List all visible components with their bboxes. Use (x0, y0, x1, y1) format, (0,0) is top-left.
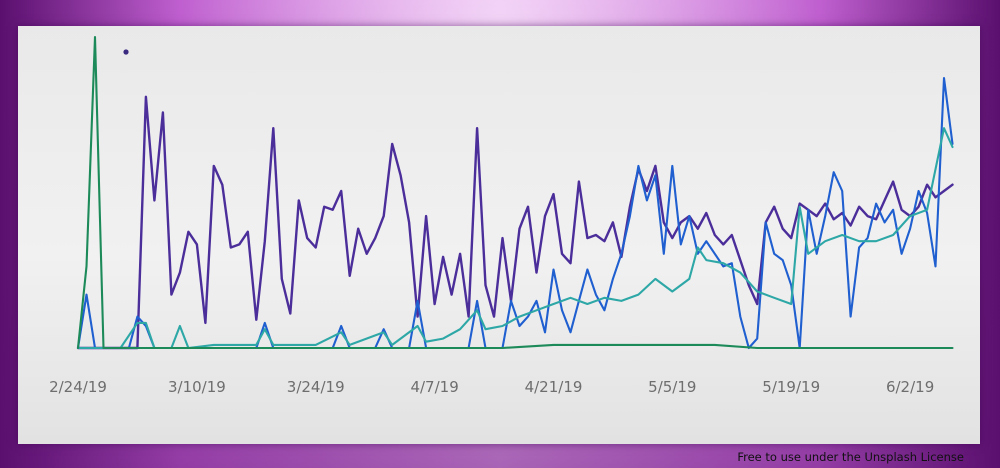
x-tick-label: 2/24/19 (49, 378, 107, 396)
x-tick-label: 5/5/19 (648, 378, 696, 396)
x-tick-label: 6/2/19 (886, 378, 934, 396)
x-tick-label: 4/7/19 (410, 378, 458, 396)
series-line-1 (76, 95, 954, 350)
series-layer (76, 36, 954, 350)
x-tick-label: 3/10/19 (168, 378, 226, 396)
x-axis-ticks: 2/24/19 3/10/19 3/24/19 4/7/19 4/21/19 5/5/19… (49, 378, 934, 396)
marker-dot (123, 49, 129, 55)
chart-photo: 2/24/19 3/10/19 3/24/19 4/7/19 4/21/19 5/5/19… (18, 26, 980, 444)
x-tick-label: 3/24/19 (287, 378, 345, 396)
series-line-3 (76, 127, 954, 350)
series-line-2 (76, 76, 954, 350)
line-chart: 2/24/19 3/10/19 3/24/19 4/7/19 4/21/19 5/5/19… (49, 36, 954, 396)
x-tick-label: 5/19/19 (762, 378, 820, 396)
license-caption: Free to use under the Unsplash License (737, 450, 964, 464)
x-tick-label: 4/21/19 (525, 378, 583, 396)
series-line-4 (76, 36, 954, 350)
